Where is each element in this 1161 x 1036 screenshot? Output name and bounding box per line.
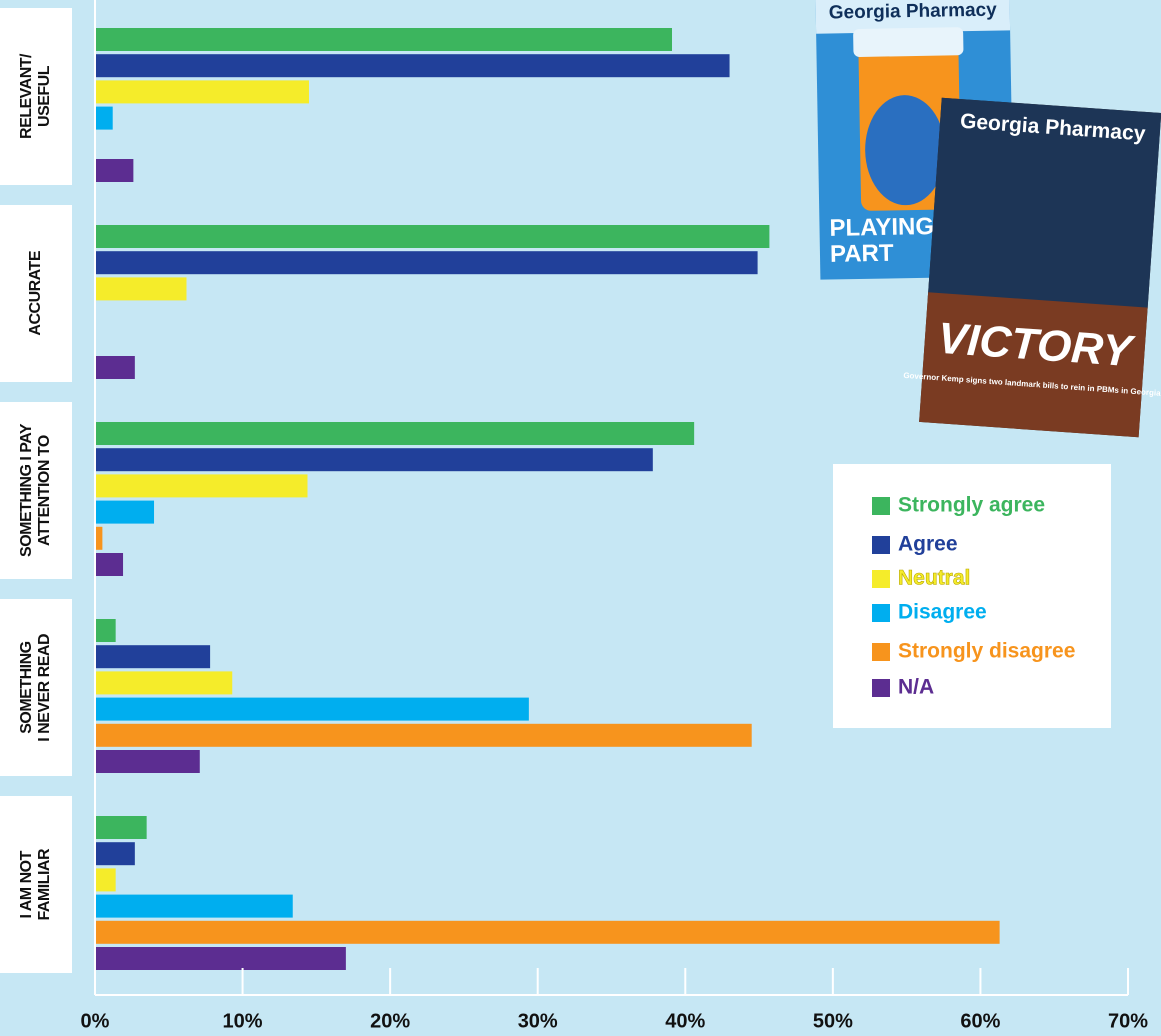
bar — [95, 106, 113, 130]
bar — [95, 500, 155, 524]
category-box: I AM NOT FAMILIAR — [0, 796, 72, 973]
bars — [95, 28, 1000, 970]
x-tick-label: 50% — [813, 1010, 853, 1032]
category-label: SOMETHING I NEVER READ — [18, 633, 53, 742]
x-tick-label: 70% — [1108, 1010, 1148, 1032]
bar — [95, 159, 134, 182]
bar — [95, 225, 770, 248]
legend-swatch — [872, 536, 890, 554]
category-box: SOMETHING I PAY ATTENTION TO — [0, 402, 72, 579]
bar — [95, 474, 308, 498]
bar — [95, 526, 103, 550]
bar — [95, 723, 752, 747]
bar — [95, 553, 124, 576]
cover-header — [815, 0, 1011, 34]
x-tick-label: 0% — [81, 1010, 110, 1032]
bar — [95, 422, 695, 445]
category-label: RELEVANT/ USEFUL — [18, 54, 53, 139]
legend-label: Strongly agree — [898, 494, 1045, 517]
bar — [95, 54, 730, 78]
bar — [95, 671, 233, 695]
bar — [95, 697, 529, 721]
category-label: ACCURATE — [27, 251, 44, 336]
cover-figure — [865, 95, 946, 206]
x-tick-label: 40% — [665, 1010, 705, 1032]
legend-swatch — [872, 643, 890, 661]
category-box: SOMETHING I NEVER READ — [0, 599, 72, 776]
bar — [95, 894, 293, 918]
legend-label: Strongly disagree — [898, 640, 1075, 663]
legend-swatch — [872, 604, 890, 622]
bar — [95, 28, 673, 51]
legend-swatch — [872, 570, 890, 588]
cover-headline: PART — [830, 240, 894, 268]
bar — [95, 277, 187, 301]
bar — [95, 619, 116, 642]
legend-label: N/A — [898, 676, 934, 699]
category-box: ACCURATE — [0, 205, 72, 382]
legend-swatch — [872, 497, 890, 515]
x-tick-label: 60% — [960, 1010, 1000, 1032]
bar — [95, 80, 309, 104]
legend-label: Agree — [898, 533, 958, 556]
bar — [95, 750, 200, 773]
legend-label: Neutral — [898, 567, 970, 590]
category-box: RELEVANT/ USEFUL — [0, 8, 72, 185]
bar — [95, 645, 211, 669]
bar — [95, 842, 135, 866]
bar — [95, 947, 346, 970]
category-label: I AM NOT FAMILIAR — [18, 848, 53, 921]
legend-swatch — [872, 679, 890, 697]
bar — [95, 868, 116, 892]
cover-desk — [919, 292, 1148, 438]
bar — [95, 251, 758, 275]
category-label: SOMETHING I PAY ATTENTION TO — [18, 424, 53, 557]
x-tick-label: 30% — [518, 1010, 558, 1032]
cover-2: Georgia Pharmacy VICTORY Governor Kemp s… — [903, 97, 1161, 438]
cover-photo — [927, 97, 1161, 313]
legend-label: Disagree — [898, 601, 987, 624]
cover-title: Georgia Pharmacy — [829, 0, 998, 23]
bar — [95, 356, 135, 379]
x-tick-label: 20% — [370, 1010, 410, 1032]
bar — [95, 920, 1000, 944]
bar — [95, 816, 147, 839]
cover-cap — [853, 27, 964, 57]
x-tick-label: 10% — [223, 1010, 263, 1032]
bar — [95, 448, 653, 472]
